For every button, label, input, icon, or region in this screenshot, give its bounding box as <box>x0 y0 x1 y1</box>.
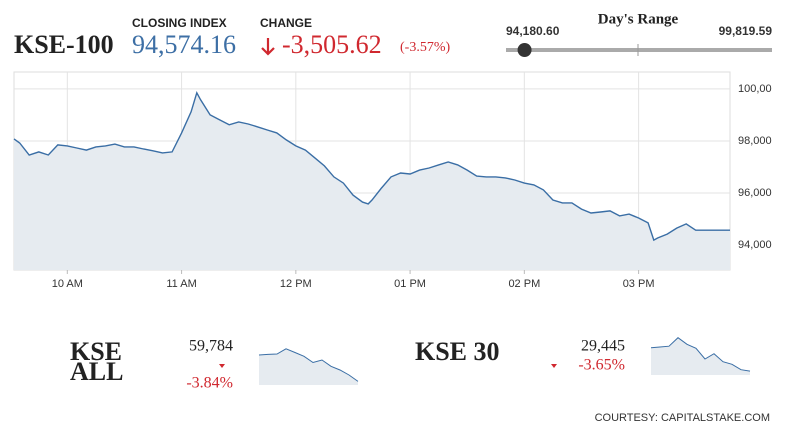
down-triangle <box>551 364 557 368</box>
change-pct: (-3.57%) <box>400 40 450 55</box>
spark-area <box>259 348 358 385</box>
area <box>14 92 730 270</box>
x-tick-label: 10 AM <box>52 278 83 290</box>
index-name: KSE ALL <box>70 337 123 386</box>
spark-area <box>651 337 750 375</box>
down-triangle <box>219 364 225 368</box>
x-tick-label: 12 PM <box>280 278 312 290</box>
closing-label: CLOSING INDEX <box>132 16 227 30</box>
index-change: -3.65% <box>578 357 625 374</box>
range-bar <box>506 48 772 52</box>
index-name: KSE 30 <box>415 337 500 366</box>
y-tick-label: 100,00 <box>738 83 772 95</box>
down-arrow <box>261 38 275 56</box>
range-low: 94,180.60 <box>506 24 560 38</box>
index-close: 29,445 <box>581 338 625 355</box>
range-high: 99,819.59 <box>719 24 773 38</box>
index-name: KSE-100 <box>14 30 114 59</box>
spark-line <box>258 348 359 382</box>
y-tick-label: 94,000 <box>738 239 772 251</box>
index-change: -3.84% <box>186 375 233 392</box>
change-value: -3,505.62 <box>282 30 382 59</box>
y-tick-label: 98,000 <box>738 135 772 147</box>
x-tick-label: 11 AM <box>166 278 196 290</box>
line <box>13 90 730 242</box>
range-title: Day's Range <box>598 11 679 27</box>
x-tick-label: 02 PM <box>508 278 540 290</box>
x-tick-label: 01 PM <box>394 278 426 290</box>
footer: COURTESY: CAPITALSTAKE.COM <box>595 412 770 424</box>
closing-value: 94,574.16 <box>132 30 236 59</box>
range-knob <box>517 43 532 57</box>
x-tick-label: 03 PM <box>623 278 655 290</box>
change-label: CHANGE <box>260 16 312 30</box>
y-tick-label: 96,000 <box>738 187 772 199</box>
spark-line <box>650 337 751 372</box>
index-close: 59,784 <box>189 338 233 355</box>
